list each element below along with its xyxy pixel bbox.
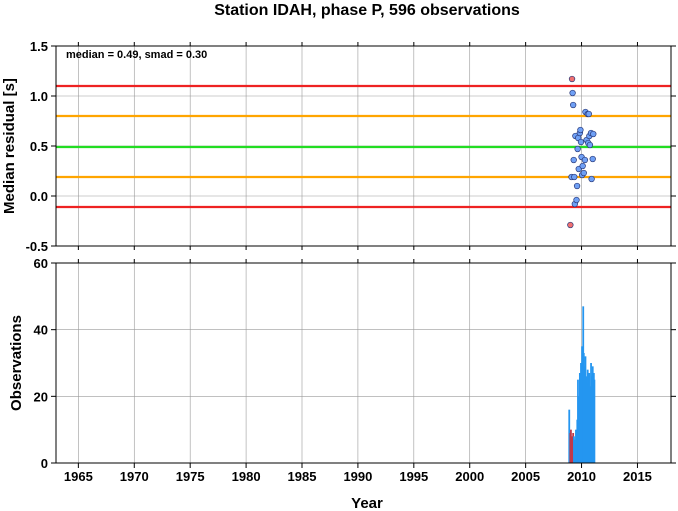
observations-panel: 0 20 40 60 1965 1970 1975 1980 1985 1990 1995 2000… xyxy=(8,42,676,511)
observations-frame xyxy=(55,262,672,464)
residual-point xyxy=(577,126,584,134)
y-tick-label: 1.5 xyxy=(30,39,48,54)
residual-point xyxy=(567,221,574,229)
x-tick-label: 1985 xyxy=(288,469,317,484)
residual-point xyxy=(590,130,597,138)
y-tick-label: 60 xyxy=(34,256,48,271)
residual-point xyxy=(574,145,581,153)
x-tick-label: 1975 xyxy=(176,469,205,484)
residual-points xyxy=(567,75,597,229)
x-tick-label: 1965 xyxy=(64,469,93,484)
y-tick-label: 1.0 xyxy=(30,89,48,104)
x-tick-label: 2005 xyxy=(511,469,540,484)
residual-point xyxy=(589,155,596,163)
residual-y-label: Median residual [s] xyxy=(1,78,18,214)
residual-point xyxy=(573,196,580,204)
y-tick-label: 20 xyxy=(34,389,48,404)
residual-point xyxy=(585,110,592,118)
observations-y-label: Observations xyxy=(8,315,25,411)
residual-point xyxy=(579,162,586,170)
residual-panel: -0.5 0.0 0.5 1.0 1.5 median = 0.49, smad = 0… xyxy=(1,39,676,254)
residual-point xyxy=(570,101,577,109)
reference-lines xyxy=(56,84,671,209)
residual-point xyxy=(588,175,595,183)
residual-point xyxy=(568,75,576,83)
y-tick-label: -0.5 xyxy=(26,239,48,254)
residual-point xyxy=(571,173,578,181)
observation-bar xyxy=(593,379,596,463)
y-tick-label: 0.5 xyxy=(30,139,48,154)
x-tick-label: 1995 xyxy=(399,469,428,484)
residual-point xyxy=(569,89,576,97)
year-x-ticks: 1965 1970 1975 1980 1985 1990 1995 2000 2005 2010… xyxy=(64,42,652,484)
y-tick-label: 0.0 xyxy=(30,189,48,204)
observations-y-ticks: 0 20 40 60 xyxy=(34,256,676,471)
observation-bar xyxy=(568,409,571,463)
residual-y-ticks: -0.5 0.0 0.5 1.0 1.5 xyxy=(26,39,676,254)
residual-point xyxy=(577,138,585,146)
residual-point xyxy=(580,169,587,177)
x-tick-label: 1970 xyxy=(120,469,149,484)
x-tick-label: 1980 xyxy=(232,469,261,484)
x-tick-label: 2015 xyxy=(623,469,652,484)
y-tick-label: 0 xyxy=(41,456,48,471)
observation-bars xyxy=(568,306,596,463)
x-tick-label: 2010 xyxy=(567,469,596,484)
year-x-label: Year xyxy=(351,495,383,511)
chart-title: Station IDAH, phase P, 596 observations xyxy=(214,2,520,19)
y-tick-label: 40 xyxy=(34,323,48,338)
residual-point xyxy=(581,156,589,164)
stats-annotation: median = 0.49, smad = 0.30 xyxy=(66,49,207,61)
residual-point xyxy=(570,156,577,164)
residual-point xyxy=(573,182,581,190)
residual-point xyxy=(586,141,594,149)
x-tick-label: 2000 xyxy=(455,469,484,484)
x-tick-label: 1990 xyxy=(343,469,372,484)
